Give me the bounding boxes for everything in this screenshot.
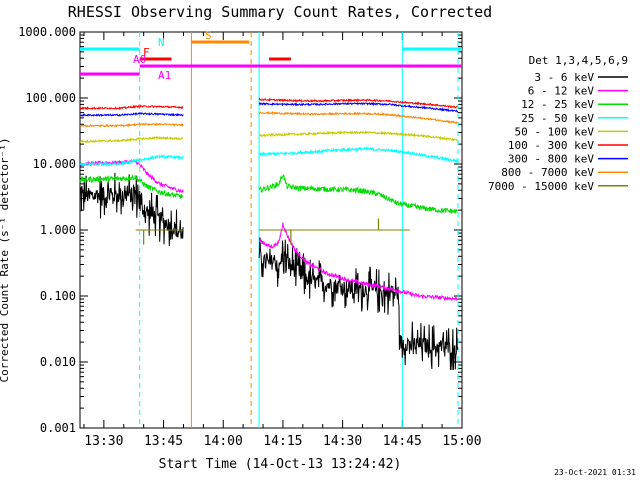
x-axis-label: Start Time (14-Oct-13 13:24:42) xyxy=(159,457,402,472)
legend-title: Det 1,3,4,5,6,9 xyxy=(529,54,628,67)
x-tick-label: 14:30 xyxy=(323,434,362,449)
flag-label-n: N xyxy=(158,36,165,49)
chart-title: RHESSI Observing Summary Count Rates, Co… xyxy=(68,3,492,21)
y-tick-label: 10.000 xyxy=(33,157,76,171)
x-tick-label: 14:00 xyxy=(204,434,243,449)
series-line xyxy=(258,145,459,164)
series-line xyxy=(79,174,184,199)
y-tick-label: 0.010 xyxy=(40,355,76,369)
series-line xyxy=(258,97,458,109)
legend-entry-label: 800 - 7000 keV xyxy=(501,166,594,179)
series-line xyxy=(258,130,458,142)
series-line xyxy=(79,154,184,167)
legend-entry-label: 50 - 100 keV xyxy=(515,125,595,138)
series-line xyxy=(79,111,184,117)
legend-entry-label: 12 - 25 keV xyxy=(521,98,594,111)
x-tick-label: 15:00 xyxy=(442,434,481,449)
plot-area: 1000.000 100.000 10.000 1.000 0.100 0.010 0.00… xyxy=(18,25,481,449)
x-tick-label: 13:30 xyxy=(84,434,123,449)
legend-entry-label: 6 - 12 keV xyxy=(528,85,595,98)
flag-label-s: S xyxy=(205,29,212,42)
x-tick-label: 14:15 xyxy=(263,434,302,449)
y-tick-label: 100.000 xyxy=(25,91,76,105)
legend-entry-label: 300 - 800 keV xyxy=(508,153,594,166)
legend-entry-label: 25 - 50 keV xyxy=(521,112,594,125)
x-tick-label: 14:45 xyxy=(383,434,422,449)
series-line xyxy=(79,104,184,111)
x-tick-label: 13:45 xyxy=(144,434,183,449)
flag-label-a1: A1 xyxy=(158,69,171,82)
legend-entry-label: 3 - 6 keV xyxy=(534,71,594,84)
series-line xyxy=(79,135,184,144)
series-line xyxy=(258,237,459,371)
flag-label-a0: A0 xyxy=(133,53,146,66)
legend-entry-label: 100 - 300 keV xyxy=(508,139,594,152)
y-tick-label: 0.001 xyxy=(40,421,76,435)
footer-timestamp: 23-Oct-2021 01:31 xyxy=(554,468,636,477)
legend-entry-label: 7000 - 15000 keV xyxy=(488,180,594,193)
flag-label-f: F xyxy=(143,46,150,59)
y-tick-label: 1.000 xyxy=(40,223,76,237)
series-line xyxy=(258,174,458,214)
series-line xyxy=(258,101,459,114)
y-axis-label: Corrected Count Rate (s⁻¹ detector⁻¹) xyxy=(0,137,11,382)
series-line xyxy=(79,122,184,128)
series-line xyxy=(259,110,459,125)
series-line xyxy=(258,222,459,301)
y-tick-label: 1000.000 xyxy=(18,25,76,39)
y-tick-label: 0.100 xyxy=(40,289,76,303)
series-line xyxy=(79,172,184,247)
